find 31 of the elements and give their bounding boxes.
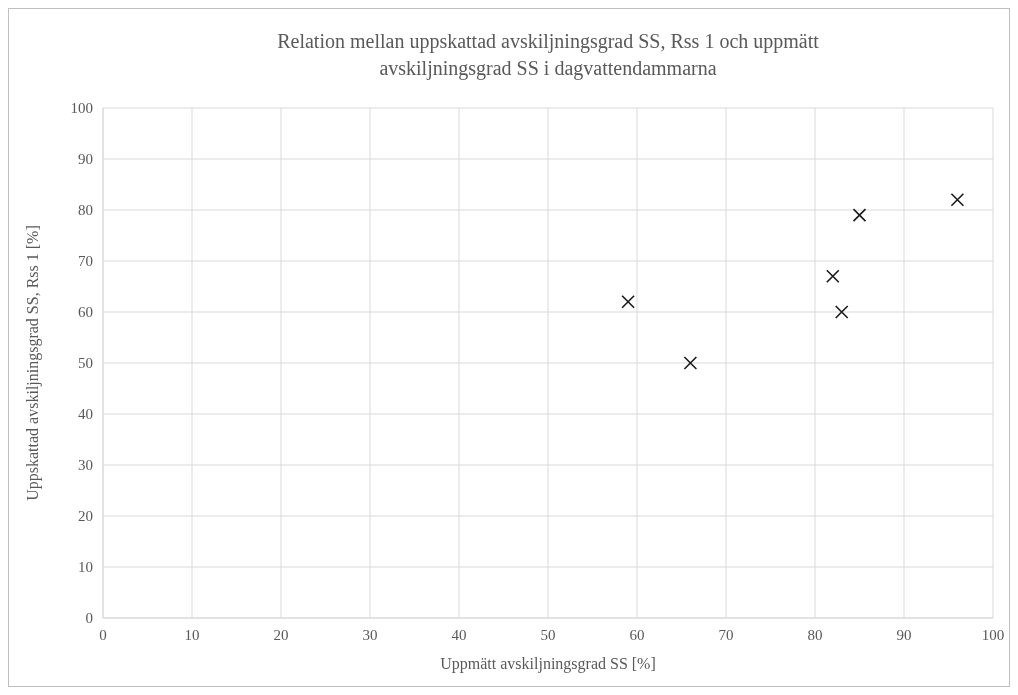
y-tick-label: 100 xyxy=(70,100,93,116)
point xyxy=(950,193,965,207)
y-tick-label: 0 xyxy=(85,610,93,626)
y-tick-label: 40 xyxy=(78,406,93,422)
point xyxy=(683,356,698,370)
y-tick-label: 10 xyxy=(78,559,93,575)
y-tick-label: 60 xyxy=(78,304,93,320)
x-tick-label: 90 xyxy=(896,627,912,643)
y-tick-label: 20 xyxy=(78,508,93,524)
x-tick-label: 40 xyxy=(451,627,467,643)
y-tick-label: 70 xyxy=(78,253,93,269)
point xyxy=(826,269,840,284)
y-tick-label: 30 xyxy=(78,457,93,473)
x-tick-label: 60 xyxy=(629,627,645,643)
point xyxy=(621,295,635,309)
x-tick-label: 50 xyxy=(540,627,556,643)
y-tick-label: 80 xyxy=(78,202,93,218)
y-tick-label: 50 xyxy=(78,355,93,371)
x-tick-label: 30 xyxy=(362,627,378,643)
x-tick-label: 80 xyxy=(807,627,823,643)
chart-title: Relation mellan uppskattad avskiljningsgrad SS, Rss 1 och uppmätt avskiljningsgrad SS i dagvattendammarna xyxy=(277,30,820,80)
x-tick-label: 100 xyxy=(981,627,1005,643)
x-tick-label: 20 xyxy=(273,627,289,643)
x-tick-label: 10 xyxy=(184,627,200,643)
y-axis-title: Uppskattad avskiljningsgrad SS, Rss 1 [%] xyxy=(24,225,42,501)
point xyxy=(852,208,867,222)
x-axis-title: Uppmätt avskiljningsgrad SS [%] xyxy=(440,655,656,673)
x-tick-label: 70 xyxy=(718,627,734,643)
y-tick-label: 90 xyxy=(78,151,93,167)
point xyxy=(834,305,849,319)
x-tick-label: 0 xyxy=(99,627,107,643)
